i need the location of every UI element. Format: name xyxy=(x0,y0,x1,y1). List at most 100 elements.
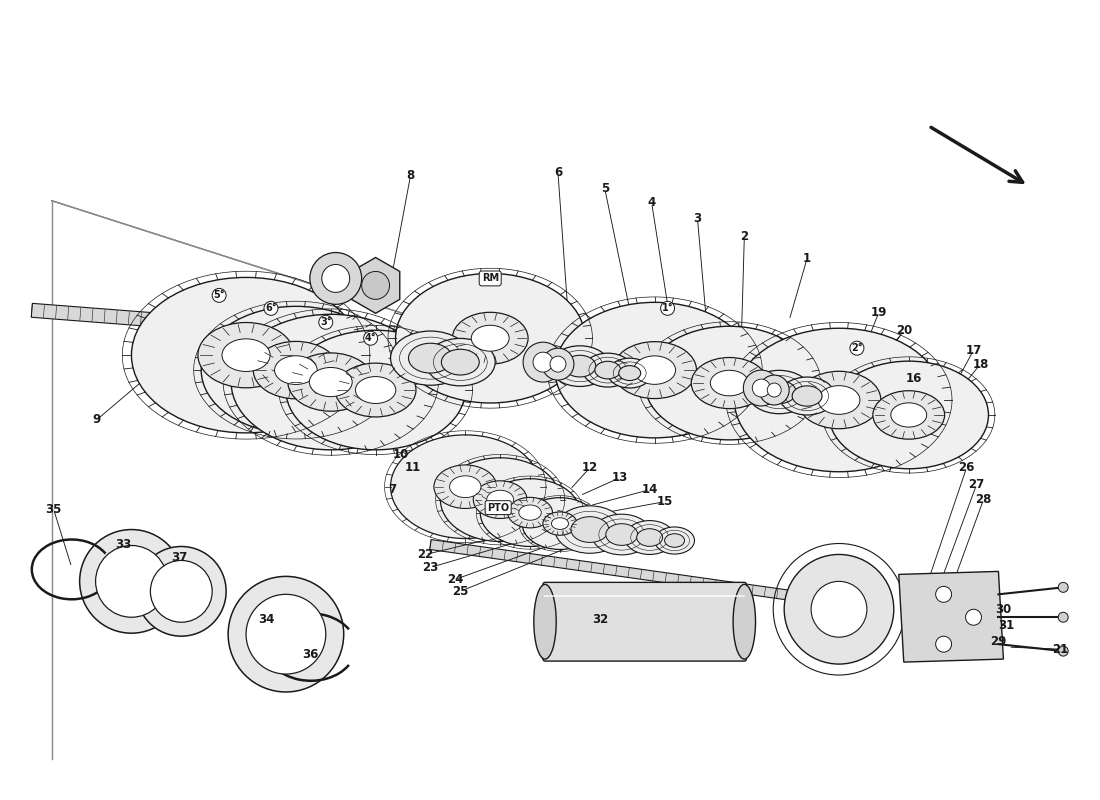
Ellipse shape xyxy=(452,312,528,364)
Ellipse shape xyxy=(198,322,294,388)
Ellipse shape xyxy=(481,478,580,546)
Text: 37: 37 xyxy=(172,551,187,564)
Ellipse shape xyxy=(433,465,497,509)
Ellipse shape xyxy=(550,346,609,386)
Circle shape xyxy=(784,554,894,664)
Ellipse shape xyxy=(275,356,317,385)
Circle shape xyxy=(936,586,952,602)
Polygon shape xyxy=(351,258,399,314)
Ellipse shape xyxy=(829,361,989,469)
Text: 25: 25 xyxy=(452,585,469,598)
Ellipse shape xyxy=(519,505,541,520)
Text: 22: 22 xyxy=(417,548,433,561)
Ellipse shape xyxy=(471,326,509,351)
Text: 16: 16 xyxy=(905,371,922,385)
Ellipse shape xyxy=(747,370,811,414)
Ellipse shape xyxy=(654,527,694,554)
Ellipse shape xyxy=(522,498,597,550)
Text: PTO: PTO xyxy=(487,502,509,513)
Text: 27: 27 xyxy=(968,478,984,491)
Circle shape xyxy=(542,348,574,380)
Ellipse shape xyxy=(592,514,651,555)
Ellipse shape xyxy=(534,584,557,659)
Text: 13: 13 xyxy=(612,471,628,484)
Circle shape xyxy=(151,561,212,622)
Text: 26: 26 xyxy=(958,462,975,474)
Ellipse shape xyxy=(222,339,271,371)
Text: 33: 33 xyxy=(116,538,132,551)
Ellipse shape xyxy=(355,377,396,403)
Text: 29: 29 xyxy=(990,634,1006,648)
Ellipse shape xyxy=(286,330,465,450)
Circle shape xyxy=(936,636,952,652)
Text: 32: 32 xyxy=(592,613,608,626)
Ellipse shape xyxy=(619,366,640,381)
Polygon shape xyxy=(899,571,1003,662)
Circle shape xyxy=(524,342,563,382)
Circle shape xyxy=(96,546,167,618)
Text: RM: RM xyxy=(482,274,498,283)
Circle shape xyxy=(767,383,781,397)
Text: 6: 6 xyxy=(553,166,562,179)
Circle shape xyxy=(322,265,350,292)
Circle shape xyxy=(1058,646,1068,656)
Ellipse shape xyxy=(613,342,696,398)
Text: 3°: 3° xyxy=(320,318,331,327)
Text: 35: 35 xyxy=(45,503,62,516)
Circle shape xyxy=(136,546,227,636)
Text: 14: 14 xyxy=(641,483,658,496)
Text: 28: 28 xyxy=(976,493,992,506)
Text: 4°: 4° xyxy=(365,334,376,343)
Text: 5: 5 xyxy=(601,182,609,195)
Ellipse shape xyxy=(792,386,822,406)
Text: 31: 31 xyxy=(999,618,1014,632)
Text: 12: 12 xyxy=(582,462,598,474)
Ellipse shape xyxy=(396,274,585,403)
Text: 18: 18 xyxy=(972,358,989,370)
Circle shape xyxy=(79,530,184,633)
Text: 19: 19 xyxy=(871,306,887,319)
Ellipse shape xyxy=(625,521,674,554)
Ellipse shape xyxy=(608,358,651,388)
Ellipse shape xyxy=(288,353,374,411)
Text: 36: 36 xyxy=(302,648,319,661)
FancyBboxPatch shape xyxy=(543,582,746,661)
Ellipse shape xyxy=(762,381,796,403)
Circle shape xyxy=(534,352,553,372)
Ellipse shape xyxy=(390,331,471,386)
Text: 6°: 6° xyxy=(265,303,277,314)
Text: 8: 8 xyxy=(406,170,415,182)
Ellipse shape xyxy=(556,302,755,438)
Ellipse shape xyxy=(309,367,352,397)
Circle shape xyxy=(744,370,779,406)
Text: 11: 11 xyxy=(405,462,420,474)
Ellipse shape xyxy=(645,326,814,440)
Text: 4: 4 xyxy=(648,196,656,209)
Text: 2: 2 xyxy=(740,230,748,243)
Text: 3: 3 xyxy=(693,212,702,225)
Ellipse shape xyxy=(564,355,596,377)
Ellipse shape xyxy=(891,403,926,427)
Circle shape xyxy=(246,594,326,674)
Text: 20: 20 xyxy=(895,324,912,337)
Ellipse shape xyxy=(634,356,675,384)
Text: 15: 15 xyxy=(657,495,673,508)
Ellipse shape xyxy=(691,358,768,409)
Text: 30: 30 xyxy=(996,602,1012,616)
Ellipse shape xyxy=(551,518,569,530)
Text: 9: 9 xyxy=(92,414,101,426)
Text: 17: 17 xyxy=(966,344,981,357)
Ellipse shape xyxy=(473,481,527,518)
Circle shape xyxy=(759,375,789,405)
Text: 1: 1 xyxy=(803,252,811,265)
Ellipse shape xyxy=(779,377,835,415)
Ellipse shape xyxy=(408,343,452,373)
Ellipse shape xyxy=(595,362,620,379)
Text: 34: 34 xyxy=(257,613,274,626)
Circle shape xyxy=(752,379,770,397)
Ellipse shape xyxy=(733,584,756,659)
Text: 24: 24 xyxy=(447,573,463,586)
Ellipse shape xyxy=(507,498,552,528)
Ellipse shape xyxy=(450,476,481,498)
Circle shape xyxy=(228,576,343,692)
